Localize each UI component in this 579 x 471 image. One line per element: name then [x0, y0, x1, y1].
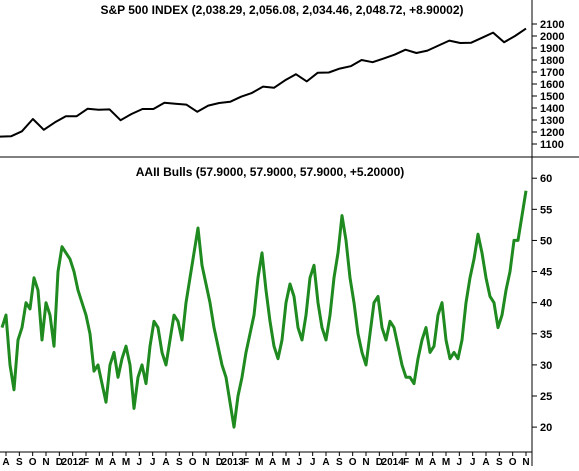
x-tick-label: D — [376, 457, 383, 466]
sp500-y-tick-label: 1400 — [540, 103, 564, 115]
x-tick-label: M — [282, 457, 290, 466]
sp500-y-tick-label: 1300 — [540, 115, 564, 127]
x-tick-label: A — [2, 457, 9, 466]
sp500-y-tick-label: 1100 — [540, 139, 564, 151]
x-tick-label: J — [457, 457, 463, 466]
sp500-y-tick-label: 1700 — [540, 67, 564, 79]
aaii-panel: AAII Bulls (57.9000, 57.9000, 57.9000, +… — [0, 165, 552, 468]
x-tick-label: F — [243, 457, 249, 466]
x-tick-label: O — [349, 457, 357, 466]
sp500-y-tick-label: 1800 — [540, 55, 564, 67]
x-tick-label: M — [122, 457, 130, 466]
aaii-y-tick-label: 45 — [540, 267, 552, 279]
aaii-series — [0, 190, 528, 429]
x-tick-label: A — [429, 457, 436, 466]
x-tick-label: M — [95, 457, 103, 466]
sp500-title: S&P 500 INDEX (2,038.29, 2,056.08, 2,034… — [100, 3, 463, 17]
x-tick-label: M — [415, 457, 423, 466]
x-tick-label: M — [442, 457, 450, 466]
x-tick-label: J — [297, 457, 303, 466]
aaii-y-tick-label: 55 — [540, 204, 552, 216]
aaii-y-tick-label: 50 — [540, 235, 552, 247]
x-tick-label: J — [137, 457, 143, 466]
x-tick-label: 2014 — [382, 457, 405, 466]
x-tick-label: O — [509, 457, 517, 466]
x-tick-label: O — [189, 457, 197, 466]
aaii-line — [0, 190, 528, 429]
sp500-y-tick-label: 1500 — [540, 91, 564, 103]
x-tick-label: F — [403, 457, 409, 466]
sp500-y-tick-label: 1600 — [540, 79, 564, 91]
x-tick-label: M — [255, 457, 263, 466]
x-tick-label: A — [269, 457, 276, 466]
sp500-y-tick-label: 1200 — [540, 127, 564, 139]
x-tick-label: A — [109, 457, 116, 466]
x-tick-label: A — [322, 457, 329, 466]
x-tick-label: A — [482, 457, 489, 466]
aaii-y-tick-label: 25 — [540, 391, 552, 403]
x-tick-label: S — [496, 457, 503, 466]
x-tick-label: D — [56, 457, 63, 466]
x-tick-label: J — [150, 457, 156, 466]
aaii-title: AAII Bulls (57.9000, 57.9000, 57.9000, +… — [136, 165, 405, 179]
aaii-y-tick-label: 35 — [540, 329, 552, 341]
sp500-series — [0, 27, 527, 138]
x-tick-label: S — [336, 457, 343, 466]
x-tick-label: J — [470, 457, 476, 466]
x-tick-label: A — [162, 457, 169, 466]
x-tick-label: S — [16, 457, 23, 466]
x-tick-label: D — [216, 457, 223, 466]
x-tick-label: F — [83, 457, 89, 466]
x-tick-label: O — [29, 457, 37, 466]
sp500-y-ticks: 1100120013001400150016001700180019002000… — [532, 19, 564, 151]
aaii-y-tick-label: 60 — [540, 173, 552, 185]
x-tick-label: N — [522, 457, 529, 466]
aaii-y-tick-label: 20 — [540, 422, 552, 434]
x-tick-label: J — [310, 457, 316, 466]
sp500-y-tick-label: 2000 — [540, 31, 564, 43]
x-tick-label: 2012 — [62, 457, 85, 466]
x-tick-label: 2013 — [222, 457, 245, 466]
sp500-line — [0, 27, 527, 138]
x-tick-label: N — [202, 457, 209, 466]
x-tick-label: N — [42, 457, 49, 466]
aaii-y-tick-label: 30 — [540, 360, 552, 372]
x-tick-label: S — [176, 457, 183, 466]
x-tick-label: N — [362, 457, 369, 466]
sp500-panel: S&P 500 INDEX (2,038.29, 2,056.08, 2,034… — [0, 3, 564, 151]
sp500-y-tick-label: 2100 — [540, 19, 564, 31]
sp500-y-tick-label: 1900 — [540, 43, 564, 55]
aaii-y-ticks: 20 25 30 35 40 45 50 55 60 — [532, 173, 552, 434]
aaii-y-tick-label: 40 — [540, 298, 552, 310]
